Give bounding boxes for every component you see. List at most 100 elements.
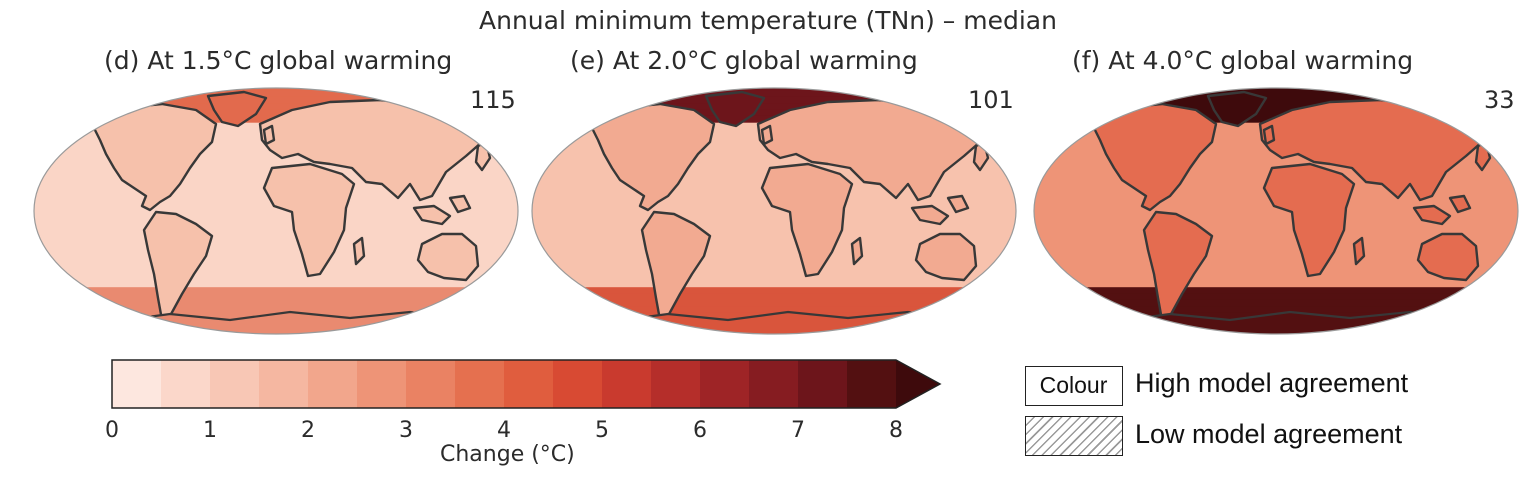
continent-south-america — [1142, 210, 1214, 322]
latitude-band — [1034, 88, 1518, 91]
continent-africa — [760, 162, 854, 278]
colorbar-segment — [406, 360, 456, 408]
globe-outline — [1033, 87, 1519, 335]
latitude-band — [34, 88, 518, 91]
colorbar-segment — [455, 360, 505, 408]
colorbar-outline — [111, 359, 942, 409]
continent-antarctica — [1108, 310, 1502, 334]
latitude-band — [1034, 299, 1518, 307]
colorbar-segment — [259, 360, 309, 408]
continent-north-america — [88, 102, 218, 212]
continent-new-zealand — [1498, 272, 1512, 300]
latitude-band — [1034, 293, 1518, 301]
colorbar-extend-arrow — [896, 360, 940, 408]
continent-north-america — [586, 102, 716, 212]
continent-new-zealand — [996, 272, 1010, 300]
colorbar-tick-8: 8 — [889, 418, 903, 443]
panel-f-model-count: 33 — [1484, 86, 1515, 114]
legend-low-agreement-label: Low model agreement — [1135, 419, 1403, 449]
latitude-band — [532, 109, 1016, 117]
latitude-band — [34, 109, 518, 117]
continent-antarctica — [108, 310, 502, 334]
globe-outline — [531, 87, 1017, 335]
colorbar-segment — [749, 360, 799, 408]
legend-colour-text: Colour — [1039, 372, 1108, 398]
latitude-band — [532, 90, 1016, 98]
continent-africa — [1262, 162, 1356, 278]
colorbar-tick-1: 1 — [203, 418, 217, 443]
continent-australia — [914, 232, 978, 282]
legend-colour-swatch: Colour — [1025, 366, 1123, 406]
latitude-band — [532, 96, 1016, 104]
legend-high-agreement-label: High model agreement — [1135, 368, 1409, 398]
latitude-band — [34, 287, 518, 295]
latitude-band — [1034, 306, 1518, 314]
colorbar-tick-6: 6 — [693, 418, 707, 443]
continent-se-asia-islands — [910, 194, 970, 226]
colorbar-segment — [210, 360, 260, 408]
colorbar-segment — [651, 360, 701, 408]
continent-greenland — [1206, 90, 1268, 128]
continent-uk — [760, 124, 774, 146]
colorbar-segment — [798, 360, 848, 408]
panel-e-model-count: 101 — [968, 86, 1014, 114]
continent-new-zealand — [498, 272, 512, 300]
colorbar-segment — [847, 360, 897, 408]
colorbar-segment — [357, 360, 407, 408]
latitude-band — [1034, 287, 1518, 295]
legend-hatch-swatch — [1025, 416, 1123, 456]
continent-north-america — [1088, 102, 1218, 212]
latitude-band — [34, 293, 518, 301]
panel-e-title: (e) At 2.0°C global warming — [570, 46, 918, 75]
latitude-band — [34, 306, 518, 314]
latitude-band — [532, 299, 1016, 307]
latitude-band — [34, 299, 518, 307]
continent-africa — [262, 162, 356, 278]
continent-uk — [1262, 124, 1276, 146]
latitude-band — [1034, 90, 1518, 98]
latitude-band — [1034, 103, 1518, 110]
continent-south-america — [142, 210, 214, 322]
continent-australia — [1416, 232, 1480, 282]
colorbar-segment — [553, 360, 603, 408]
continent-madagascar — [352, 236, 366, 266]
colorbar-label: Change (°C) — [440, 442, 575, 467]
latitude-band — [532, 287, 1016, 295]
figure-title: Annual minimum temperature (TNn) – media… — [479, 6, 1057, 35]
continent-antarctica — [606, 310, 1000, 334]
colorbar-segment — [112, 360, 162, 408]
latitude-band — [34, 103, 518, 110]
colorbar-tick-5: 5 — [595, 418, 609, 443]
globe-outline — [33, 87, 519, 335]
continent-australia — [416, 232, 480, 282]
continent-uk — [262, 124, 276, 146]
panel-d-model-count: 115 — [470, 86, 516, 114]
colorbar-tick-0: 0 — [105, 418, 119, 443]
continent-madagascar — [850, 236, 864, 266]
continent-greenland — [206, 90, 268, 128]
continent-south-america — [640, 210, 712, 322]
continent-madagascar — [1352, 236, 1366, 266]
colorbar-segment — [161, 360, 211, 408]
latitude-band — [34, 90, 518, 98]
colorbar-segment — [602, 360, 652, 408]
latitude-band — [532, 103, 1016, 110]
colorbar-tick-3: 3 — [399, 418, 413, 443]
panel-d-title: (d) At 1.5°C global warming — [104, 46, 453, 75]
latitude-band — [1034, 96, 1518, 104]
panel-f-title: (f) At 4.0°C global warming — [1072, 46, 1414, 75]
map-panel-d — [33, 87, 519, 335]
continent-se-asia-islands — [412, 194, 472, 226]
colorbar-tick-2: 2 — [301, 418, 315, 443]
colorbar-segment — [700, 360, 750, 408]
colorbar-segment — [308, 360, 358, 408]
latitude-band — [532, 306, 1016, 314]
continent-se-asia-islands — [1412, 194, 1472, 226]
latitude-band — [1034, 109, 1518, 117]
map-panel-e — [531, 87, 1017, 335]
latitude-band — [532, 293, 1016, 301]
colorbar-tick-7: 7 — [791, 418, 805, 443]
continent-greenland — [704, 90, 766, 128]
colorbar-tick-4: 4 — [497, 418, 511, 443]
colorbar-segment — [504, 360, 554, 408]
